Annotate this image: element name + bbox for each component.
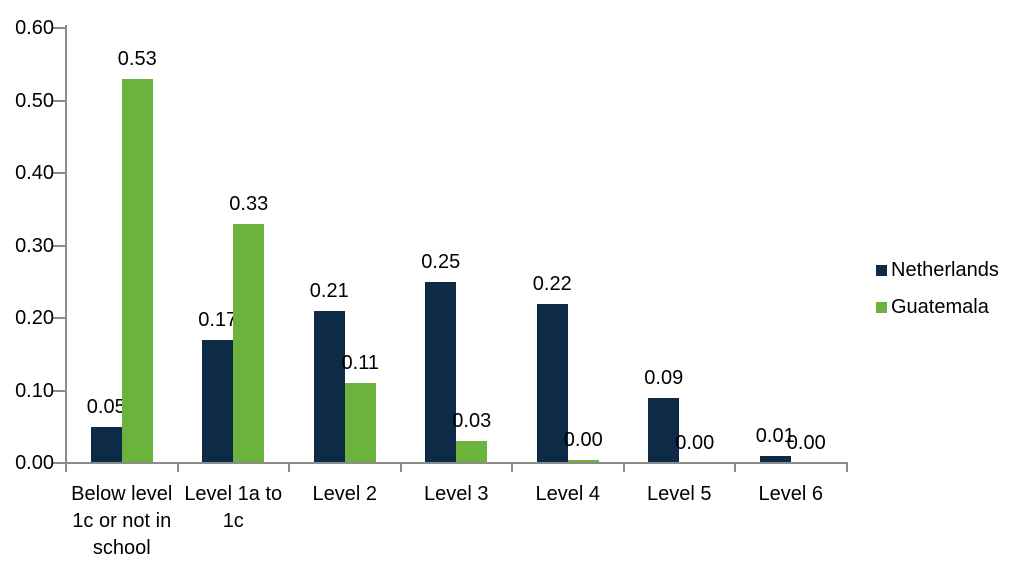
y-axis-tick-label: 0.60 — [15, 17, 54, 39]
y-axis-tick-label: 0.00 — [15, 452, 54, 474]
bar — [233, 223, 265, 463]
x-axis-tick — [176, 462, 179, 472]
legend-label: Netherlands — [891, 259, 999, 281]
x-axis-tick — [622, 462, 625, 472]
bar-value-label: 0.03 — [452, 410, 492, 433]
bar-value-label: 0.00 — [563, 429, 603, 452]
x-axis-tick — [65, 462, 67, 472]
x-axis-tick — [734, 462, 736, 472]
legend-swatch-icon — [876, 301, 887, 313]
x-axis-tick — [511, 462, 513, 472]
x-axis-category-label: Level 4 — [535, 483, 601, 505]
x-axis-category-label: Level 3 — [424, 483, 489, 505]
y-axis-line — [65, 25, 67, 465]
y-axis-tick — [53, 317, 66, 319]
x-axis-category-label: Level 5 — [647, 483, 712, 505]
legend: Netherlands Guatemala — [876, 258, 999, 319]
bar — [202, 339, 234, 463]
bar-value-label: 0.25 — [421, 250, 461, 273]
bar — [536, 303, 568, 463]
bar — [759, 455, 791, 463]
legend-item: Netherlands — [876, 258, 999, 282]
y-axis-tick-label: 0.10 — [15, 379, 54, 402]
bar-value-label: 0.00 — [675, 432, 715, 454]
bar-value-label: 0.21 — [309, 279, 349, 302]
y-axis-tick — [53, 27, 66, 29]
bar — [567, 460, 599, 463]
bar-value-label: 0.11 — [341, 352, 379, 375]
bar-value-label: 0.53 — [117, 47, 157, 70]
x-axis-line — [65, 462, 848, 464]
bar-value-label: 0.01 — [755, 424, 795, 447]
x-axis-category-label: Level 6 — [758, 483, 824, 505]
y-axis-tick-label: 0.50 — [15, 89, 54, 112]
y-axis-tick-label: 0.40 — [15, 162, 54, 184]
x-axis-tick — [399, 462, 402, 472]
bar — [90, 426, 122, 463]
x-axis-tick — [845, 462, 848, 472]
y-axis-tick — [53, 244, 66, 247]
bar-value-label: 0.09 — [644, 366, 684, 389]
x-axis-category-label: Level 2 — [312, 483, 378, 505]
y-axis-tick — [53, 99, 66, 102]
x-axis-category-label: Below level 1c or not in school — [71, 483, 173, 559]
bar — [121, 78, 153, 463]
y-axis-tick — [53, 389, 66, 392]
y-axis-tick — [53, 172, 66, 174]
x-axis-tick — [288, 462, 290, 472]
bar — [425, 281, 457, 463]
bar — [344, 383, 376, 463]
bar-value-label: 0.05 — [86, 395, 126, 418]
x-axis-category-label: Level 1a to 1c — [184, 483, 283, 532]
bar — [456, 441, 488, 463]
bar-value-label: 0.17 — [198, 308, 238, 331]
bar — [648, 397, 680, 463]
bar-value-label: 0.33 — [229, 192, 269, 215]
legend-label: Guatemala — [891, 296, 989, 318]
legend-swatch-icon — [876, 264, 887, 276]
bar-value-label: 0.22 — [532, 272, 572, 295]
bar-value-label: 0.00 — [786, 432, 826, 454]
bar — [313, 310, 345, 463]
y-axis-tick-label: 0.20 — [15, 307, 54, 329]
y-axis-tick — [53, 462, 66, 464]
legend-item: Guatemala — [876, 295, 999, 319]
y-axis-tick-label: 0.30 — [15, 234, 54, 257]
